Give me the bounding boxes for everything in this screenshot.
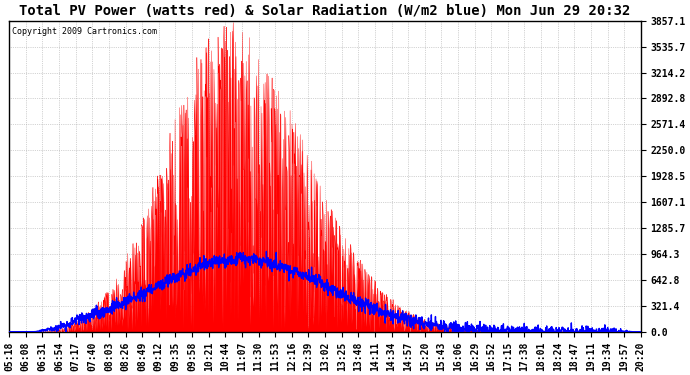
Title: Total PV Power (watts red) & Solar Radiation (W/m2 blue) Mon Jun 29 20:32: Total PV Power (watts red) & Solar Radia… [19, 4, 631, 18]
Text: Copyright 2009 Cartronics.com: Copyright 2009 Cartronics.com [12, 27, 157, 36]
